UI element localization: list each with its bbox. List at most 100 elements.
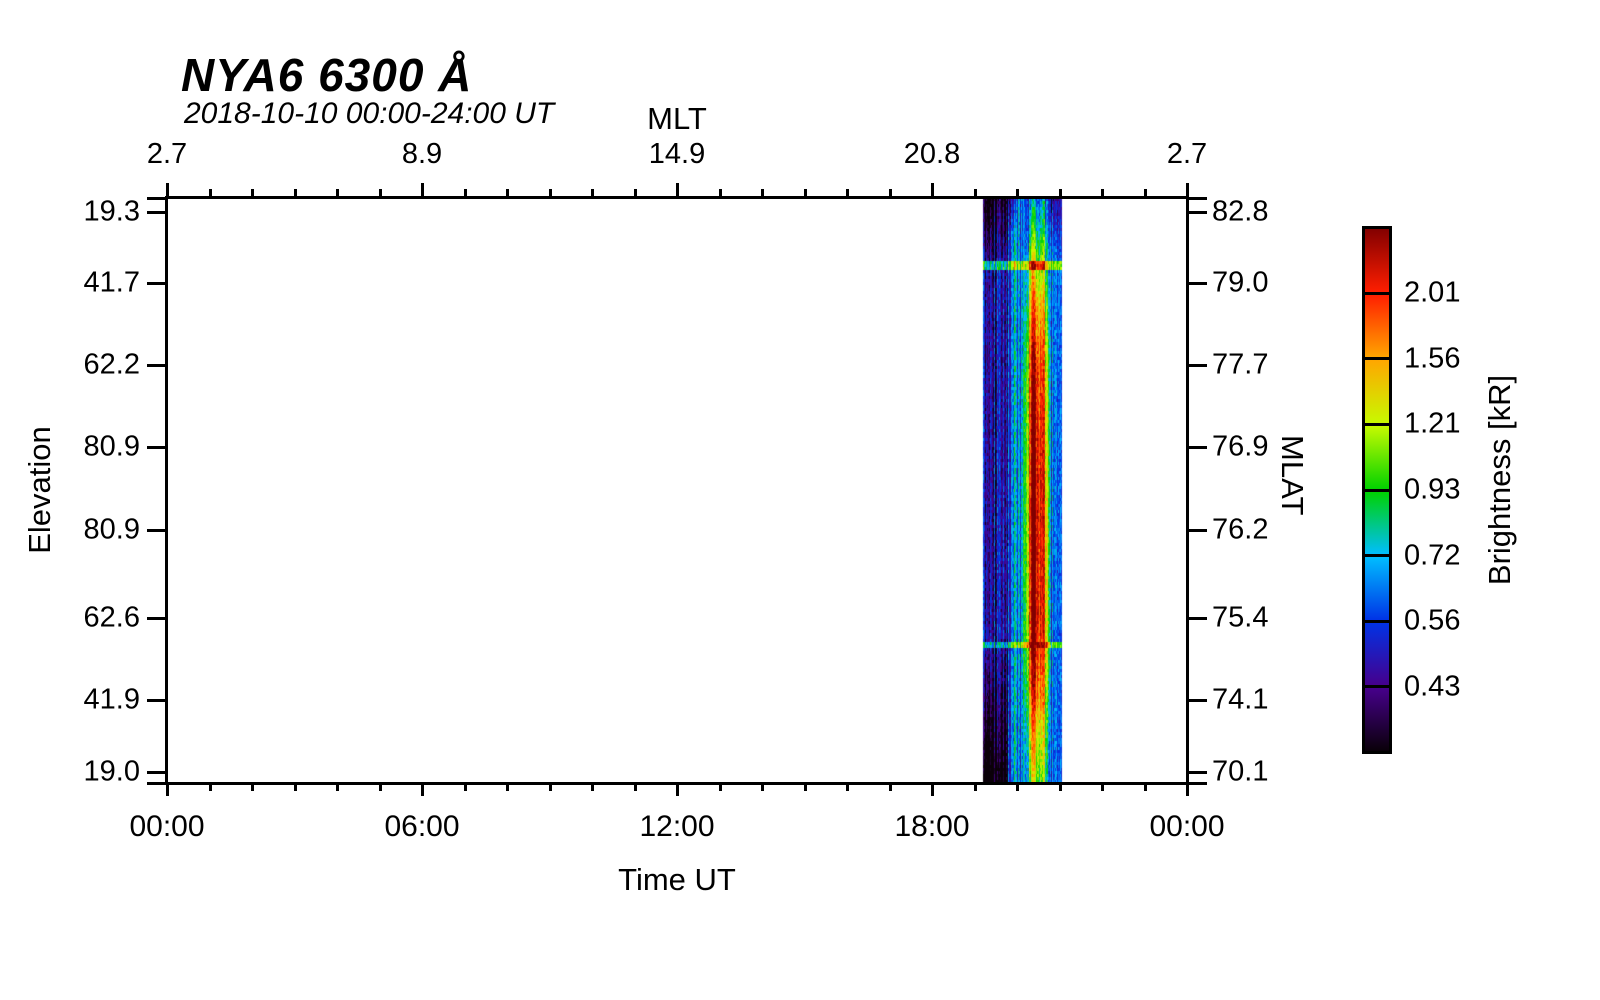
right-tick-label: 75.4 (1212, 601, 1269, 634)
right-major-tick (1189, 282, 1207, 285)
colorbar-segment (1365, 229, 1389, 292)
colorbar-tick-label: 0.56 (1404, 604, 1461, 637)
colorbar-tick-label: 0.72 (1404, 539, 1461, 572)
top-minor-tick (1101, 189, 1104, 196)
right-tick-label: 79.0 (1212, 266, 1269, 299)
top-minor-tick (634, 189, 637, 196)
frame-right (1186, 196, 1189, 785)
bottom-minor-tick (549, 784, 552, 791)
bottom-minor-tick (1101, 784, 1104, 791)
bottom-minor-tick (719, 784, 722, 791)
left-corner-tick (147, 197, 165, 200)
left-tick-label: 41.9 (83, 683, 140, 716)
left-corner-tick (147, 782, 165, 785)
top-tick-label: 14.9 (648, 138, 706, 170)
left-tick-label: 19.3 (83, 195, 140, 228)
left-tick-label: 80.9 (83, 430, 140, 463)
top-minor-tick (506, 189, 509, 196)
colorbar-segment (1365, 360, 1389, 423)
bottom-minor-tick (761, 784, 764, 791)
plot-subtitle: 2018-10-10 00:00-24:00 UT (184, 97, 555, 130)
bottom-minor-tick (804, 784, 807, 791)
bottom-minor-tick (1016, 784, 1019, 791)
top-tick-label: 2.7 (1166, 138, 1208, 170)
right-corner-tick (1189, 197, 1207, 200)
bottom-minor-tick (974, 784, 977, 791)
frame-top (165, 196, 1189, 199)
bottom-tick-label: 00:00 (1149, 810, 1225, 843)
left-tick-label: 62.6 (83, 601, 140, 634)
bottom-major-tick (166, 784, 169, 796)
bottom-tick-label: 06:00 (384, 810, 460, 843)
bottom-minor-tick (251, 784, 254, 791)
top-tick-label: 8.9 (401, 138, 443, 170)
left-tick-label: 62.2 (83, 348, 140, 381)
colorbar-segment (1365, 294, 1389, 358)
colorbar (1362, 226, 1392, 754)
top-minor-tick (1016, 189, 1019, 196)
bottom-minor-tick (1144, 784, 1147, 791)
bottom-minor-tick (209, 784, 212, 791)
bottom-major-tick (421, 784, 424, 796)
bottom-tick-label: 00:00 (129, 810, 205, 843)
top-tick-label: 20.8 (903, 138, 961, 170)
left-major-tick (147, 699, 165, 702)
left-major-tick (147, 364, 165, 367)
right-major-tick (1189, 699, 1207, 702)
bottom-minor-tick (506, 784, 509, 791)
left-tick-label: 19.0 (83, 755, 140, 788)
colorbar-tick-label: 0.43 (1404, 670, 1461, 703)
bottom-major-tick (931, 784, 934, 796)
top-minor-tick (719, 189, 722, 196)
top-minor-tick (846, 189, 849, 196)
right-major-tick (1189, 617, 1207, 620)
top-minor-tick (1144, 189, 1147, 196)
left-major-tick (147, 282, 165, 285)
bottom-minor-tick (846, 784, 849, 791)
top-minor-tick (336, 189, 339, 196)
colorbar-segment (1365, 622, 1389, 686)
left-tick-label: 41.7 (83, 266, 140, 299)
right-major-tick (1189, 529, 1207, 532)
top-minor-tick (974, 189, 977, 196)
plot-title: NYA6 6300 Å (181, 49, 473, 101)
frame-left (165, 196, 168, 785)
left-major-tick (147, 211, 165, 214)
top-major-tick (931, 183, 934, 196)
right-tick-label: 76.9 (1212, 430, 1269, 463)
left-major-tick (147, 771, 165, 774)
bottom-major-tick (1186, 784, 1189, 796)
bottom-minor-tick (1059, 784, 1062, 791)
top-minor-tick (251, 189, 254, 196)
colorbar-label: Brightness [kR] (1482, 374, 1517, 586)
top-minor-tick (804, 189, 807, 196)
colorbar-tick-label: 0.93 (1404, 473, 1461, 506)
colorbar-segment (1365, 557, 1389, 620)
bottom-axis-label: Time UT (618, 862, 736, 897)
right-major-tick (1189, 446, 1207, 449)
right-tick-label: 70.1 (1212, 755, 1269, 788)
left-major-tick (147, 529, 165, 532)
right-tick-label: 76.2 (1212, 513, 1269, 546)
left-tick-label: 80.9 (83, 513, 140, 546)
top-minor-tick (549, 189, 552, 196)
top-major-tick (421, 183, 424, 196)
top-axis-label: MLT (647, 101, 707, 136)
bottom-minor-tick (464, 784, 467, 791)
bottom-minor-tick (889, 784, 892, 791)
top-major-tick (166, 183, 169, 196)
top-major-tick (676, 183, 679, 196)
bottom-tick-label: 12:00 (639, 810, 715, 843)
right-axis-label: MLAT (1275, 435, 1310, 516)
bottom-major-tick (676, 784, 679, 796)
right-tick-label: 74.1 (1212, 683, 1269, 716)
bottom-minor-tick (591, 784, 594, 791)
top-minor-tick (294, 189, 297, 196)
colorbar-segment (1365, 425, 1389, 489)
colorbar-segment (1365, 491, 1389, 555)
right-corner-tick (1189, 782, 1207, 785)
left-major-tick (147, 617, 165, 620)
keogram-heatmap (167, 198, 1187, 783)
bottom-tick-label: 18:00 (894, 810, 970, 843)
